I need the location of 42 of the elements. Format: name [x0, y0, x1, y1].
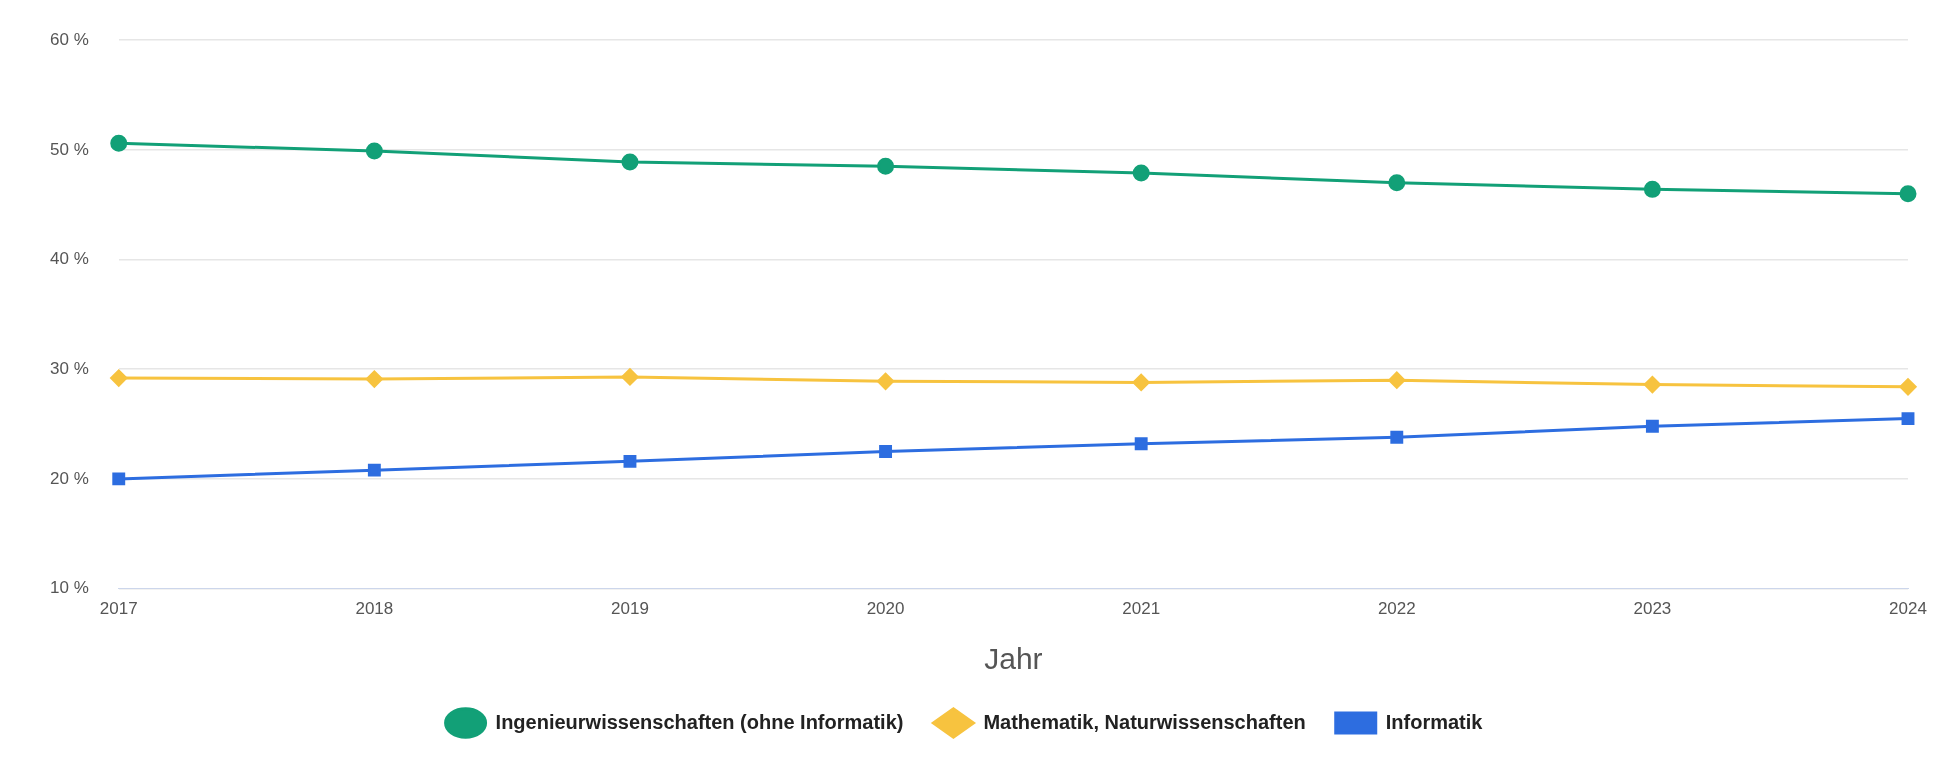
- x-tick-label: 2022: [1377, 599, 1416, 619]
- y-tick-label: 20 %: [50, 468, 89, 488]
- y-tick-label: 30 %: [50, 358, 89, 378]
- point: [1134, 437, 1148, 451]
- point: [1132, 164, 1150, 182]
- legend-label: Ingenieurwissenschaften (ohne Informatik): [495, 710, 904, 733]
- y-tick-label: 40 %: [50, 249, 89, 269]
- point: [1645, 419, 1659, 433]
- point: [877, 372, 895, 390]
- point: [1901, 412, 1915, 426]
- point: [1388, 371, 1406, 389]
- point: [621, 153, 639, 171]
- legend-label: Mathematik, Naturwissenschaften: [983, 710, 1306, 733]
- point: [623, 454, 637, 468]
- point: [621, 368, 639, 386]
- point: [110, 369, 128, 387]
- x-tick-label: 2020: [866, 599, 905, 619]
- point: [1388, 174, 1406, 192]
- point: [1390, 430, 1404, 444]
- point: [1899, 185, 1917, 203]
- point: [112, 472, 126, 486]
- x-tick-label: 2023: [1633, 599, 1672, 619]
- x-tick-label: 2017: [99, 599, 138, 619]
- y-tick-label: 60 %: [50, 29, 89, 49]
- x-axis-title: Jahr: [984, 642, 1043, 676]
- x-tick-label: 2018: [355, 599, 394, 619]
- y-tick-label: 50 %: [50, 139, 89, 159]
- point: [1132, 373, 1150, 391]
- point: [1899, 378, 1917, 396]
- point: [365, 142, 383, 160]
- y-tick-label: 10 %: [50, 578, 89, 598]
- point: [1643, 376, 1661, 394]
- x-tick-label: 2024: [1889, 599, 1927, 619]
- point: [1643, 180, 1661, 198]
- x-tick-label: 2019: [611, 599, 649, 619]
- point: [879, 445, 893, 458]
- point: [365, 370, 383, 388]
- legend-label: Informatik: [1385, 710, 1484, 733]
- point: [110, 134, 128, 152]
- point: [877, 157, 895, 175]
- point: [367, 463, 381, 477]
- x-tick-label: 2021: [1122, 599, 1161, 619]
